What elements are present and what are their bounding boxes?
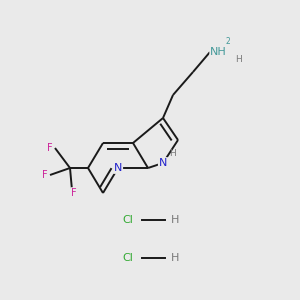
Text: Cl: Cl <box>123 215 134 225</box>
Text: H: H <box>235 56 242 64</box>
Text: 2: 2 <box>226 37 230 46</box>
Text: F: F <box>47 143 53 153</box>
Text: F: F <box>42 170 48 180</box>
Text: N: N <box>114 163 122 173</box>
Text: F: F <box>71 188 77 198</box>
Text: H: H <box>169 148 176 158</box>
Text: N: N <box>159 158 167 168</box>
Text: Cl: Cl <box>123 253 134 263</box>
Text: NH: NH <box>210 47 227 57</box>
Text: H: H <box>171 215 179 225</box>
Text: H: H <box>171 253 179 263</box>
